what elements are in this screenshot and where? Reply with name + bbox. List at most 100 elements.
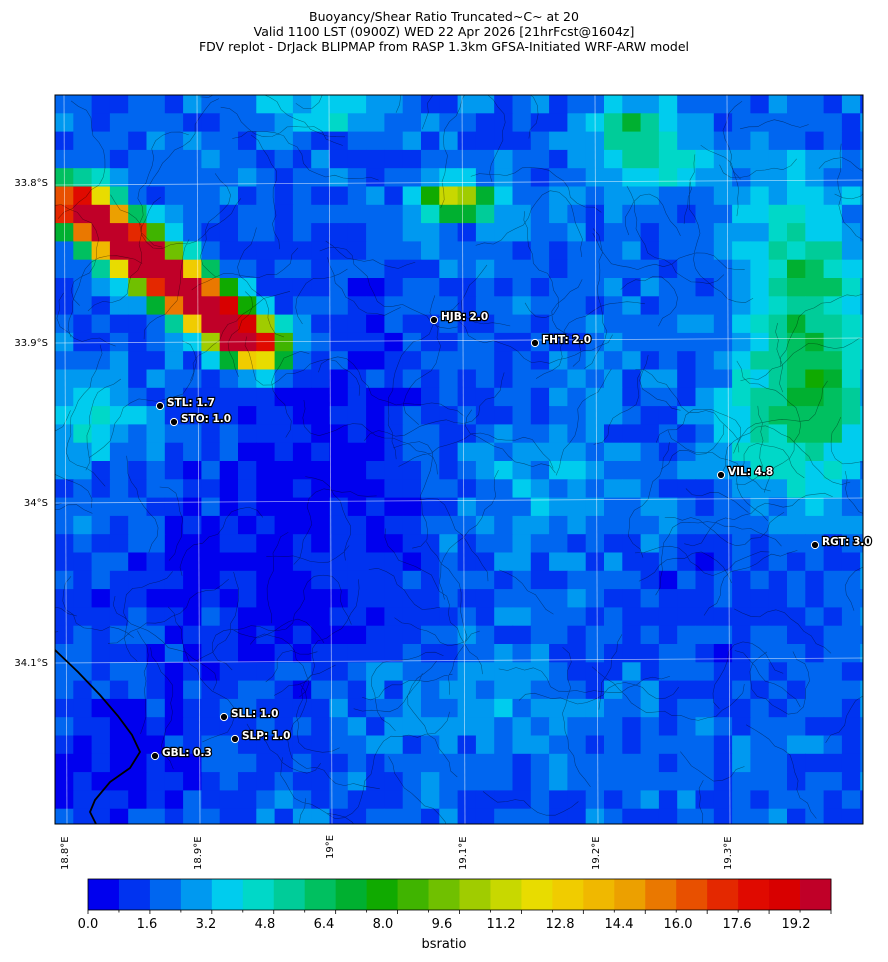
grid-cell [787, 607, 806, 627]
grid-cell [439, 442, 459, 462]
grid-cell [475, 607, 495, 627]
grid-cell [512, 204, 532, 224]
grid-cell [677, 369, 697, 389]
grid-cell [475, 680, 495, 700]
grid-cell [439, 387, 459, 407]
grid-cell [311, 589, 331, 608]
grid-cell [549, 680, 568, 700]
grid-cell [750, 772, 770, 791]
grid-cell [787, 332, 806, 352]
grid-cell [549, 369, 568, 389]
grid-cell [622, 387, 642, 407]
grid-cell [329, 332, 349, 352]
grid-cell [73, 204, 93, 224]
grid-cell [183, 314, 202, 334]
grid-cell [530, 808, 550, 824]
grid-cell [622, 168, 642, 188]
grid-cell [311, 204, 331, 224]
grid-cell [457, 296, 477, 316]
grid-cell [604, 698, 623, 718]
grid-cell [329, 424, 349, 444]
grid-cell [164, 149, 184, 169]
grid-cell [384, 589, 404, 608]
grid-cell [219, 753, 239, 773]
grid-cell [347, 790, 367, 810]
grid-cell [713, 589, 733, 608]
map-frame [54, 94, 864, 825]
grid-cell [238, 479, 257, 499]
grid-cell [567, 698, 587, 718]
grid-cell [238, 259, 257, 279]
grid-cell [311, 534, 331, 554]
grid-cell [805, 790, 825, 810]
grid-cell [384, 314, 404, 334]
grid-cell [604, 95, 623, 114]
grid-cell [238, 186, 257, 206]
grid-cell [292, 131, 312, 151]
grid-cell [55, 351, 74, 371]
grid-cell [219, 223, 239, 242]
grid-cell [585, 241, 605, 261]
grid-cell [677, 772, 697, 791]
grid-cell [164, 406, 184, 425]
grid-cell [311, 479, 331, 499]
colorbar-swatch [273, 879, 306, 910]
grid-cell [329, 717, 349, 737]
grid-cell [366, 186, 385, 206]
grid-cell [823, 534, 843, 554]
grid-cell [677, 680, 697, 700]
colorbar-tick-0: 0.0 [77, 917, 99, 932]
grid-cell [384, 479, 404, 499]
grid-cell [311, 607, 331, 627]
grid-cell [457, 534, 477, 554]
grid-cell [567, 314, 587, 334]
grid-cell [585, 369, 605, 389]
grid-cell [768, 497, 788, 517]
colorbar-swatch [800, 879, 832, 910]
grid-cell [55, 698, 74, 718]
grid-cell [256, 369, 276, 389]
grid-cell [457, 772, 477, 791]
grid-cell [439, 570, 459, 590]
grid-cell [768, 698, 788, 718]
grid-cell [347, 424, 367, 444]
grid-cell [109, 644, 129, 663]
grid-cell [640, 296, 660, 316]
grid-cell [347, 772, 367, 791]
grid-cell [109, 570, 129, 590]
grid-cell [750, 753, 770, 773]
grid-cell [732, 168, 751, 188]
grid-cell [768, 680, 788, 700]
grid-cell [841, 278, 861, 297]
station-hjb: HJB: 2.0 [429, 310, 489, 324]
grid-cell [238, 772, 257, 791]
grid-cell [567, 351, 587, 371]
grid-cell [329, 790, 349, 810]
grid-cell [860, 680, 863, 700]
grid-cell [73, 296, 93, 316]
grid-cell [713, 753, 733, 773]
grid-cell [530, 662, 550, 682]
grid-cell [183, 479, 202, 499]
grid-cell [109, 461, 129, 480]
grid-cell [256, 790, 276, 810]
grid-cell [439, 479, 459, 499]
grid-cell [640, 625, 660, 645]
grid-cell [201, 186, 221, 206]
colorbar-swatch [521, 879, 553, 910]
grid-cell [768, 570, 788, 590]
colorbar-swatch [366, 879, 398, 910]
grid-cell [73, 479, 93, 499]
grid-cell [713, 808, 733, 824]
grid-cell [366, 442, 385, 462]
grid-cell [494, 387, 514, 407]
grid-cell [329, 369, 349, 389]
grid-cell [91, 735, 111, 755]
grid-cell [457, 442, 477, 462]
grid-cell [695, 296, 715, 316]
grid-cell [622, 570, 642, 590]
grid-cell [256, 662, 276, 682]
grid-cell [219, 570, 239, 590]
grid-cell [787, 259, 806, 279]
grid-cell [146, 113, 166, 133]
